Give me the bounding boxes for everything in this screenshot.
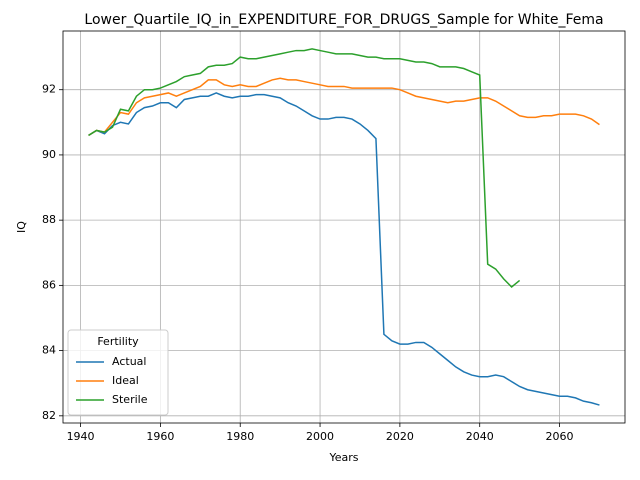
- x-tick-label: 2040: [466, 430, 494, 443]
- legend-label: Sterile: [112, 393, 148, 406]
- x-tick-label: 2000: [306, 430, 334, 443]
- x-tick-label: 1980: [226, 430, 254, 443]
- x-axis-label: Years: [328, 451, 358, 464]
- y-tick-label: 92: [42, 83, 56, 96]
- x-tick-label: 1940: [67, 430, 95, 443]
- legend-box: [67, 329, 169, 416]
- y-tick-label: 90: [42, 148, 56, 161]
- legend-title: Fertility: [97, 335, 139, 348]
- data-line: [88, 92, 600, 406]
- x-tick-label: 1960: [146, 430, 174, 443]
- chart-title: Lower_Quartile_IQ_in_EXPENDITURE_FOR_DRU…: [84, 12, 603, 28]
- plot-frame: [62, 30, 626, 424]
- x-tick-label: 2020: [386, 430, 414, 443]
- data-line: [88, 77, 600, 136]
- y-tick-label: 88: [42, 213, 56, 226]
- legend-label: Ideal: [112, 374, 139, 387]
- y-axis-label: IQ: [15, 221, 28, 233]
- x-tick-label: 2060: [546, 430, 574, 443]
- y-tick-label: 82: [42, 409, 56, 422]
- y-tick-label: 86: [42, 278, 56, 291]
- data-line: [88, 48, 521, 289]
- legend-label: Actual: [112, 355, 146, 368]
- y-tick-label: 84: [42, 344, 56, 357]
